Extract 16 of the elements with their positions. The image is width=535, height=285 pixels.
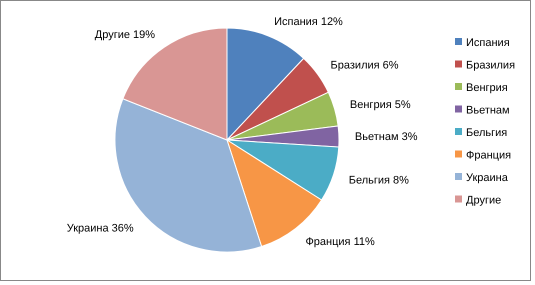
category-label: Испания 12% [274,16,343,28]
legend-label: Другие [466,194,502,206]
category-label: Другие 19% [94,28,156,41]
category-label: Вьетнам 3% [354,130,418,143]
legend-label: Испания [466,36,510,49]
category-label: Франция 11% [305,236,375,248]
category-label: Бельгия 8% [348,174,409,186]
legend-label: Бразилия [466,59,516,72]
legend-label: Вьетнам [466,104,510,116]
category-label: Бразилия 6% [330,60,399,72]
legend-label: Бельгия [466,126,508,139]
legend-label: Франция [466,149,512,162]
category-label: Венгрия 5% [350,99,411,112]
category-label: Украина 36% [66,222,134,234]
legend-label: Венгрия [466,82,508,94]
legend-label: Украина [466,172,509,184]
